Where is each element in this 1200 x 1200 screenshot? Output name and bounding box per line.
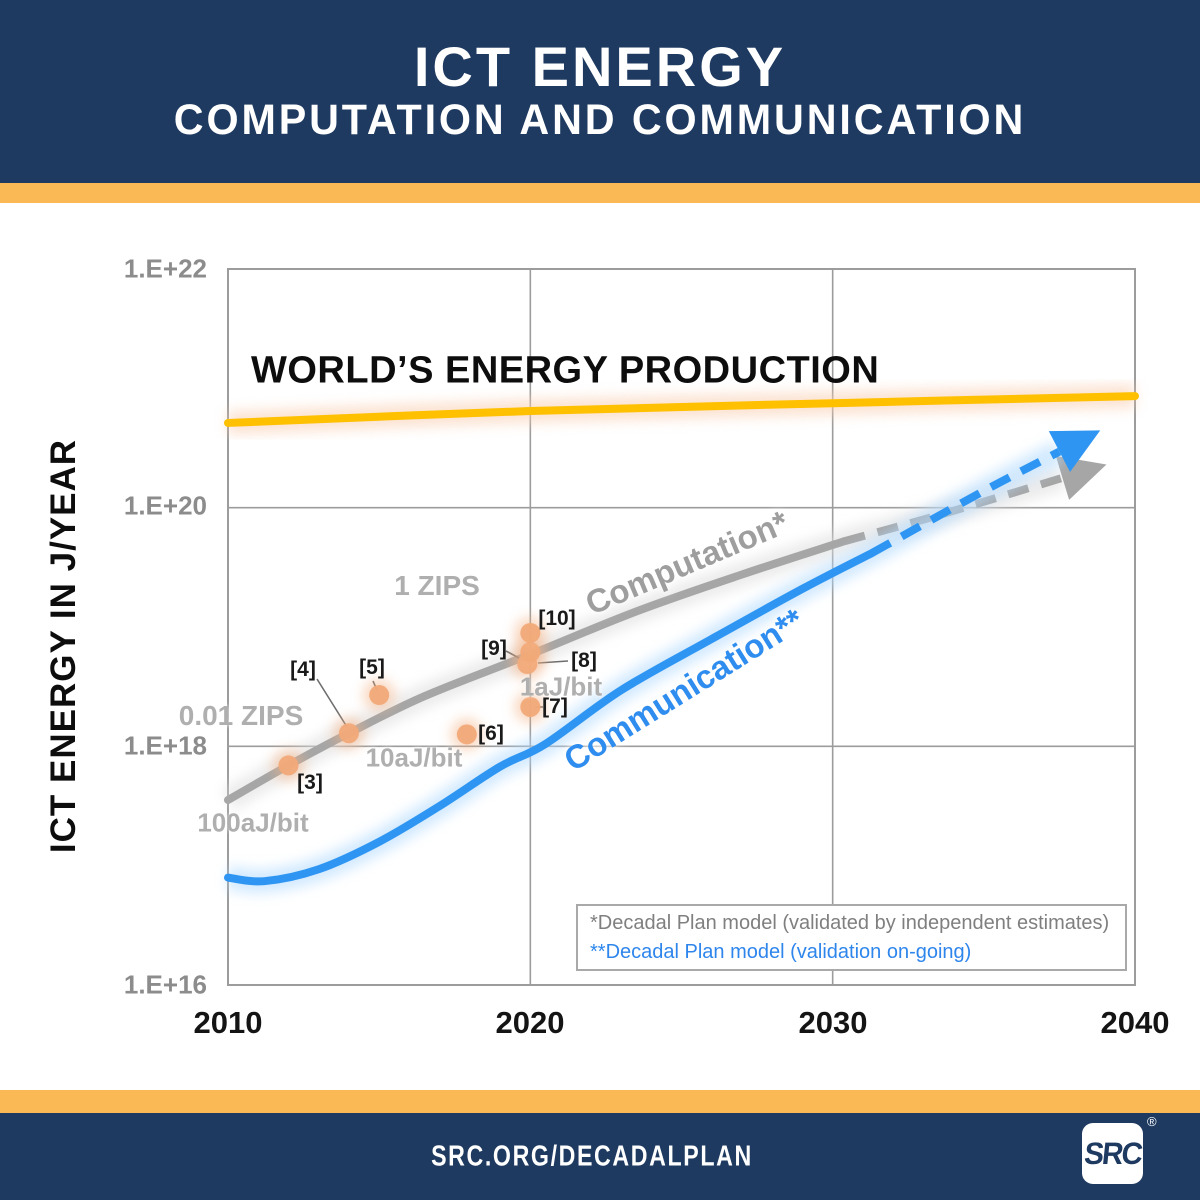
top-accent-stripe (0, 183, 1200, 203)
communication-arrowhead-icon (1048, 430, 1101, 472)
marker-ref-8: [8] (571, 649, 597, 672)
src-logo: SRC (1082, 1123, 1143, 1184)
annotation-0.01-zips: 0.01 ZIPS (178, 700, 304, 731)
y-tick-1e18: 1.E+18 (123, 730, 207, 761)
y-tick-1e16: 1.E+16 (123, 969, 207, 1000)
world-curve (224, 392, 1139, 427)
marker-ref-3: [3] (297, 771, 323, 794)
bottom-accent-stripe (0, 1090, 1200, 1113)
y-tick-1e22: 1.E+22 (123, 253, 207, 284)
plot-border (227, 268, 1136, 986)
computation-curve (224, 537, 849, 805)
registered-trademark-icon: ® (1147, 1114, 1157, 1129)
src-logo-text: SRC (1082, 1135, 1143, 1171)
marker-ref-10: [10] (538, 607, 576, 630)
data-point-[5] (369, 685, 390, 706)
data-point-[4] (338, 723, 359, 744)
data-point-[10] (520, 622, 541, 643)
marker-ref-9: [9] (481, 637, 507, 660)
x-tick-2030: 2030 (798, 1005, 868, 1040)
footer-banner: SRC.ORG/DECADALPLAN (0, 1113, 1200, 1200)
page-subtitle: COMPUTATION AND COMMUNICATION (173, 96, 1027, 145)
annotation-10aj-per-bit: 10aJ/bit (365, 742, 463, 773)
world-energy-production-label: WORLD’S ENERGY PRODUCTION (251, 349, 880, 392)
legend-communication-note: **Decadal Plan model (validation on-goin… (590, 940, 972, 963)
annotation-1-zips: 1 ZIPS (394, 570, 480, 601)
marker-ref-5: [5] (359, 656, 385, 679)
marker-ref-6: [6] (478, 722, 504, 745)
y-axis-title: ICT ENERGY IN J/YEAR (44, 438, 83, 854)
x-tick-2020: 2020 (495, 1005, 565, 1040)
marker-ref-7: [7] (542, 695, 568, 718)
y-tick-1e20: 1.E+20 (123, 490, 207, 521)
legend-computation-note: *Decadal Plan model (validated by indepe… (590, 911, 1110, 934)
page-title: ICT ENERGY (413, 34, 787, 98)
chart-legend: *Decadal Plan model (validated by indepe… (576, 904, 1127, 971)
data-point-[6] (456, 724, 477, 745)
marker-ref-4: [4] (290, 658, 316, 681)
annotation-100aj-per-bit: 100aJ/bit (197, 807, 309, 838)
footer-url: SRC.ORG/DECADALPLAN (431, 1140, 753, 1172)
header-banner: ICT ENERGY COMPUTATION AND COMMUNICATION (0, 0, 1200, 183)
communication-curve (224, 549, 876, 886)
x-tick-2010: 2010 (193, 1005, 263, 1040)
data-point-[3] (278, 755, 299, 776)
x-tick-2040: 2040 (1100, 1005, 1170, 1040)
annotation-1aj-per-bit: 1aJ/bit (519, 671, 603, 702)
data-point-[7] (520, 696, 541, 717)
